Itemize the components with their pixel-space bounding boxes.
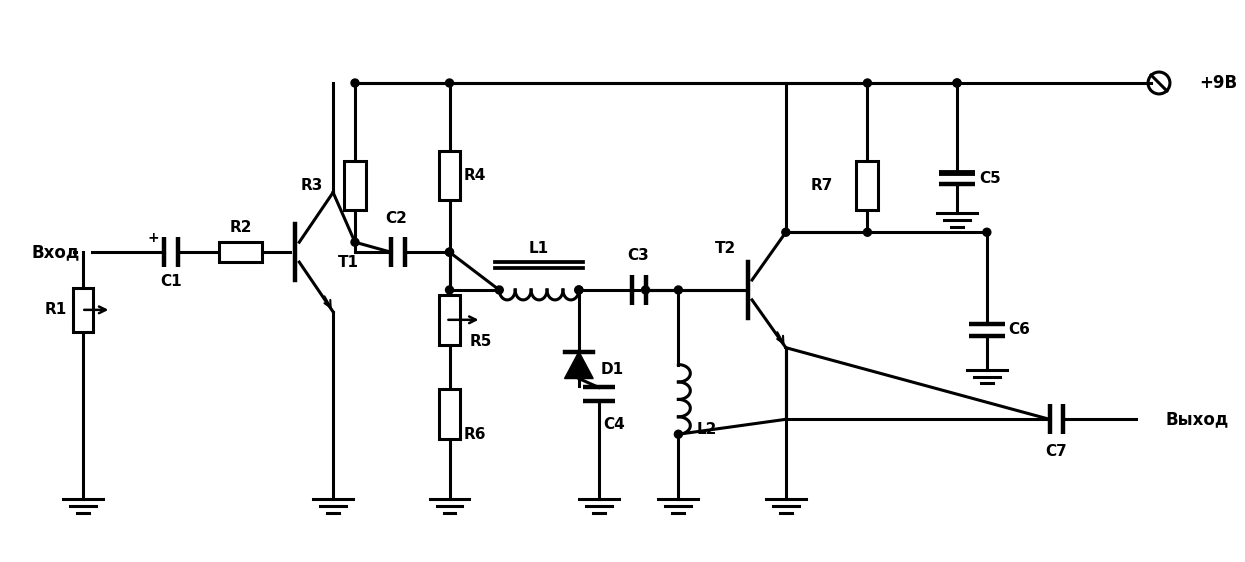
Text: C3: C3: [627, 248, 650, 262]
Text: R1: R1: [45, 302, 66, 318]
Text: R3: R3: [301, 178, 324, 193]
Text: L1: L1: [529, 241, 549, 256]
Circle shape: [675, 286, 682, 294]
Circle shape: [952, 79, 961, 87]
Text: T1: T1: [339, 255, 359, 270]
Bar: [438, 389, 461, 439]
Circle shape: [864, 79, 872, 87]
Text: R5: R5: [469, 334, 492, 349]
Text: C5: C5: [979, 171, 1001, 186]
Text: C6: C6: [1008, 322, 1031, 337]
Text: R4: R4: [463, 168, 486, 183]
Circle shape: [446, 248, 453, 256]
Bar: [219, 242, 263, 262]
Text: +9В: +9В: [1199, 74, 1238, 92]
Text: Вход: Вход: [31, 243, 80, 261]
Text: C7: C7: [1046, 443, 1067, 459]
Text: R6: R6: [463, 427, 486, 442]
Text: T2: T2: [715, 241, 736, 256]
Circle shape: [351, 238, 359, 246]
Bar: [344, 161, 366, 210]
Bar: [73, 288, 93, 332]
Circle shape: [496, 286, 503, 294]
Text: +: +: [147, 231, 159, 245]
Circle shape: [575, 286, 583, 294]
Circle shape: [575, 286, 583, 294]
Circle shape: [782, 228, 789, 236]
Circle shape: [675, 430, 682, 438]
Bar: [438, 151, 461, 201]
Text: L2: L2: [696, 422, 717, 437]
Text: C1: C1: [161, 274, 182, 289]
Circle shape: [864, 228, 872, 236]
Circle shape: [446, 286, 453, 294]
Circle shape: [641, 286, 650, 294]
Text: R2: R2: [229, 220, 251, 235]
Text: Выход: Выход: [1167, 410, 1229, 428]
Bar: [857, 161, 879, 210]
Bar: [438, 295, 461, 345]
Circle shape: [952, 79, 961, 87]
Circle shape: [982, 228, 991, 236]
Circle shape: [446, 79, 453, 87]
Text: R7: R7: [810, 178, 833, 193]
Text: C4: C4: [603, 417, 625, 432]
Text: D1: D1: [601, 362, 624, 377]
Circle shape: [446, 248, 453, 256]
Polygon shape: [564, 352, 593, 379]
Circle shape: [351, 79, 359, 87]
Text: C2: C2: [385, 211, 407, 226]
